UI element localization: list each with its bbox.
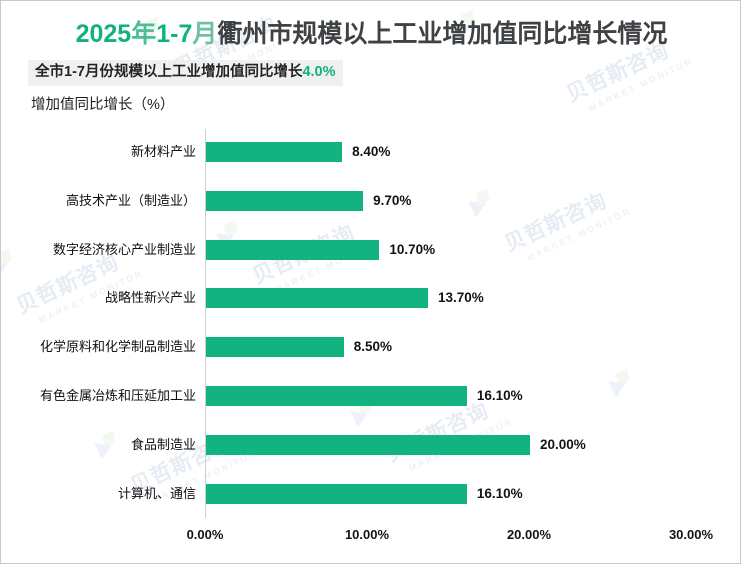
bar-value-label: 20.00% — [540, 436, 586, 452]
y-axis-line — [205, 129, 206, 518]
page-title-segment: 2025 — [75, 20, 132, 48]
page-title-segment: 衢州市规模以上工业增加值同比增长情况 — [217, 20, 668, 48]
category-label: 有色金属冶炼和压延加工业 — [39, 388, 196, 403]
bar-row: 计算机、通信 16.10% — [1, 481, 740, 507]
bar[interactable] — [206, 190, 364, 211]
category-label: 数字经济核心产业制造业 — [52, 241, 196, 257]
bar-value-label: 8.40% — [352, 144, 391, 159]
page-title-segment: 年 — [131, 20, 157, 48]
category-label: 食品制造业 — [130, 436, 196, 452]
bar-row: 食品制造业 20.00% — [1, 432, 740, 458]
bar-row: 战略性新兴产业 13.70% — [1, 285, 740, 311]
page-title: 2025年1-7月衢州市规模以上工业增加值同比增长情况 — [1, 17, 740, 51]
bar-row: 新材料产业 8.40% — [1, 139, 740, 165]
category-label: 战略性新兴产业 — [104, 290, 196, 306]
x-axis-tick-label: 10.00% — [344, 527, 390, 542]
page-title-segment: 月 — [192, 20, 218, 48]
bar[interactable] — [206, 386, 467, 406]
subtitle-banner: 全市1-7月份规模以上工业增加值同比增长4.0% — [28, 60, 343, 86]
y-axis-title: 增加值同比增长（%） — [31, 97, 175, 113]
bar-row: 数字经济核心产业制造业 10.70% — [1, 237, 740, 263]
bar-value-label: 9.70% — [373, 192, 412, 208]
bar-row: 有色金属冶炼和压延加工业 16.10% — [1, 383, 740, 409]
bar[interactable] — [206, 337, 344, 358]
bar[interactable] — [206, 288, 428, 309]
subtitle-highlight-value: 4.0% — [302, 64, 336, 80]
bar-value-label: 10.70% — [389, 241, 436, 257]
x-axis-tick-label: 0.00% — [186, 527, 224, 542]
category-label: 计算机、通信 — [117, 485, 196, 501]
category-label: 高技术产业（制造业） — [65, 192, 196, 208]
bar-row: 高技术产业（制造业） 9.70% — [1, 188, 740, 214]
category-label: 新材料产业 — [130, 144, 196, 159]
subtitle-text: 全市1-7月份规模以上工业增加值同比增长 — [35, 64, 303, 80]
x-axis-tick-label: 20.00% — [506, 527, 552, 542]
x-axis-tick-label: 30.00% — [668, 527, 714, 542]
bar-value-label: 16.10% — [476, 485, 523, 501]
bar[interactable] — [206, 483, 467, 504]
bar[interactable] — [206, 434, 530, 455]
bar-value-label: 8.50% — [353, 339, 392, 355]
bar-value-label: 16.10% — [476, 388, 523, 403]
bar[interactable] — [206, 142, 343, 162]
bar-row: 化学原料和化学制品制造业 8.50% — [1, 334, 740, 360]
bar-value-label: 13.70% — [437, 290, 484, 306]
page-title-segment: 1-7 — [156, 20, 193, 48]
category-label: 化学原料和化学制品制造业 — [39, 339, 196, 355]
bar[interactable] — [206, 239, 380, 260]
